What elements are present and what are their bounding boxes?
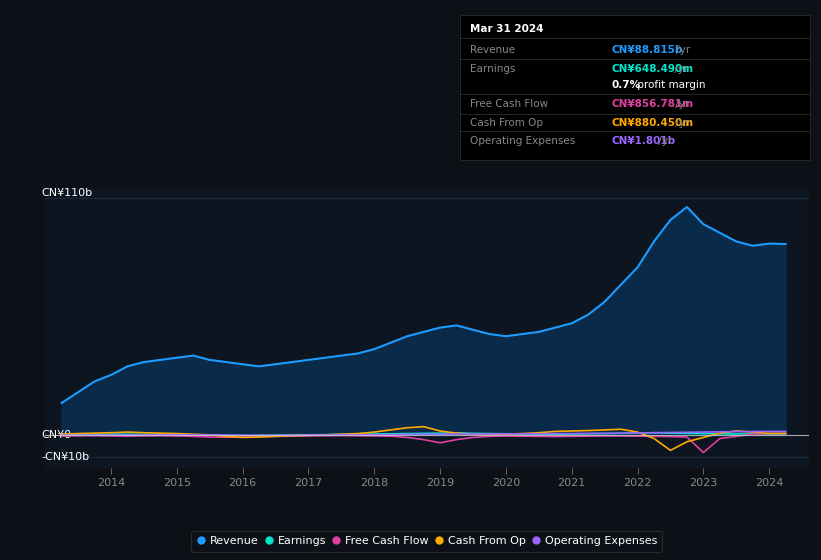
- Text: Mar 31 2024: Mar 31 2024: [470, 24, 544, 34]
- Text: /yr: /yr: [655, 136, 672, 146]
- Text: Cash From Op: Cash From Op: [470, 118, 543, 128]
- Text: /yr: /yr: [671, 64, 688, 74]
- Text: profit margin: profit margin: [634, 80, 705, 90]
- Text: -CN¥10b: -CN¥10b: [41, 452, 89, 462]
- Text: Operating Expenses: Operating Expenses: [470, 136, 575, 146]
- Text: 0.7%: 0.7%: [612, 80, 641, 90]
- Text: CN¥880.450m: CN¥880.450m: [612, 118, 694, 128]
- Text: Revenue: Revenue: [470, 45, 515, 55]
- Text: /yr: /yr: [673, 45, 690, 55]
- Text: /yr: /yr: [672, 118, 689, 128]
- Legend: Revenue, Earnings, Free Cash Flow, Cash From Op, Operating Expenses: Revenue, Earnings, Free Cash Flow, Cash …: [191, 530, 663, 552]
- Text: CN¥0: CN¥0: [41, 430, 71, 440]
- Text: /yr: /yr: [672, 99, 689, 109]
- Text: CN¥88.815b: CN¥88.815b: [612, 45, 683, 55]
- Text: CN¥1.801b: CN¥1.801b: [612, 136, 676, 146]
- Text: Free Cash Flow: Free Cash Flow: [470, 99, 548, 109]
- Text: CN¥856.781m: CN¥856.781m: [612, 99, 694, 109]
- Text: CN¥648.490m: CN¥648.490m: [612, 64, 694, 74]
- Text: CN¥110b: CN¥110b: [41, 188, 93, 198]
- Text: Earnings: Earnings: [470, 64, 516, 74]
